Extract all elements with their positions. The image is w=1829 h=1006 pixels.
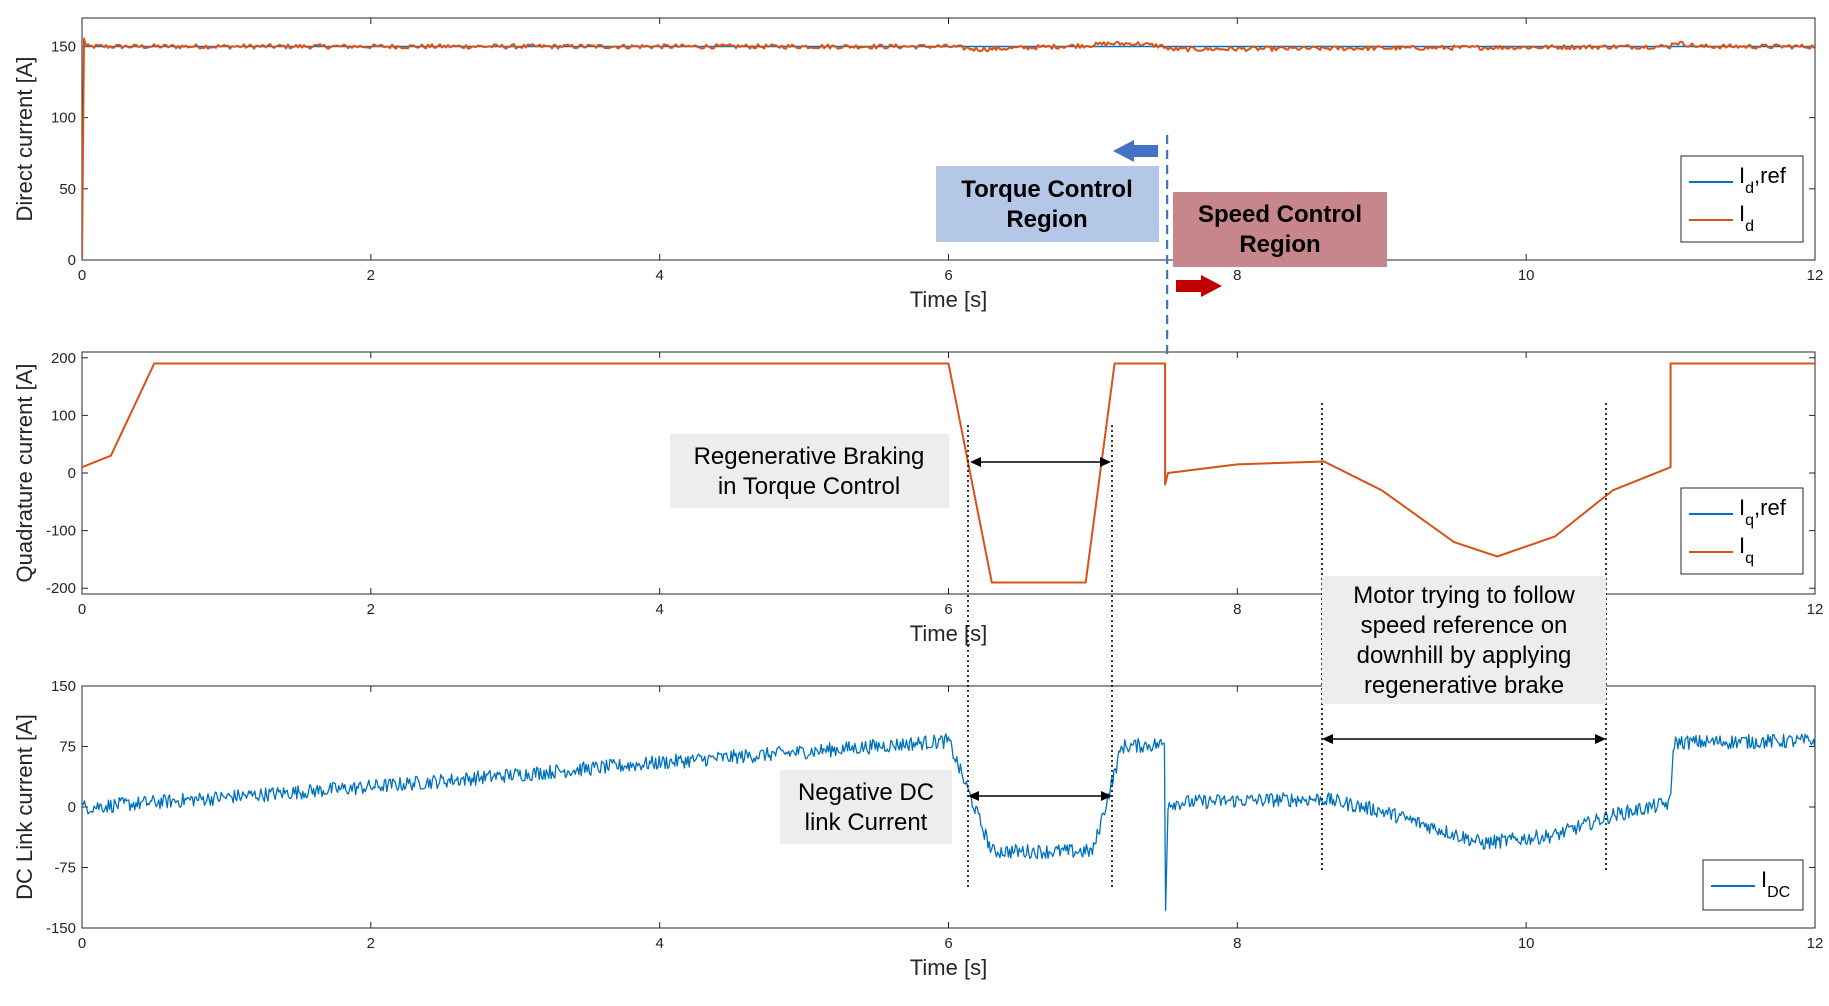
regen-torque-label: Regenerative Braking in Torque Control: [694, 443, 925, 500]
y-tick-label: -200: [46, 580, 76, 597]
x-tick-label: 0: [78, 935, 86, 952]
legend: IDC: [1702, 859, 1804, 911]
span-arrow-dc-head-left: [968, 791, 979, 801]
y-axis-label: Quadrature current [A]: [12, 364, 37, 583]
speed-region-box: [1173, 192, 1387, 267]
y-axis-label: DC Link current [A]: [12, 714, 37, 900]
x-tick-label: 2: [367, 601, 375, 618]
x-tick-label: 0: [78, 267, 86, 284]
torque-region-label: Torque Control Region: [961, 176, 1133, 233]
chart-panel-3: 0 2 4 6 8 10 12 -150 -75 0 75 150 Time [s] DC Link cu…: [12, 678, 1823, 980]
right-arrow-icon: [1176, 275, 1222, 297]
x-axis-label: Time [s]: [910, 621, 987, 646]
y-tick-label: 100: [51, 110, 76, 127]
legend: Iq,ref Iq: [1680, 487, 1804, 575]
series-line-q: [82, 362, 1815, 584]
x-axis-label: Time [s]: [910, 287, 987, 312]
left-arrow-icon: [1113, 140, 1158, 162]
y-tick-label: 0: [68, 465, 76, 482]
x-tick-label: 8: [1233, 267, 1241, 284]
series-line-DC: [82, 733, 1815, 911]
y-tick-label: -150: [46, 920, 76, 937]
note-box-regen: [670, 434, 949, 508]
legend-box: [1680, 155, 1804, 243]
x-tick-label: 8: [1233, 601, 1241, 618]
legend-label: Id: [1739, 201, 1754, 235]
legend-label: Id,ref: [1739, 163, 1787, 197]
legend: Id,ref Id: [1680, 155, 1804, 243]
negative-dc-label: Negative DC link Current: [798, 779, 934, 836]
y-tick-label: 150: [51, 38, 76, 55]
x-tick-label: 10: [1518, 267, 1535, 284]
y-tick-label: 50: [59, 181, 76, 198]
y-tick-label: 200: [51, 350, 76, 367]
span-arrow-downhill-head-left: [1322, 734, 1333, 744]
x-tick-label: 12: [1807, 267, 1824, 284]
x-axis-label: Time [s]: [910, 955, 987, 980]
speed-region-label: Speed Control Region: [1198, 201, 1362, 258]
span-arrow-downhill-head-right: [1595, 734, 1606, 744]
series-group: [82, 37, 1815, 260]
series-line-d: [82, 37, 1815, 260]
legend-box: [1680, 487, 1804, 575]
series-group: [82, 733, 1815, 911]
x-tick-label: 4: [655, 267, 663, 284]
y-tick-label: 75: [59, 739, 76, 756]
span-arrow-torque-head-left: [970, 457, 981, 467]
x-tick-label: 6: [944, 935, 952, 952]
y-tick-label: -100: [46, 523, 76, 540]
span-arrow-torque-head-right: [1100, 457, 1111, 467]
x-tick-label: 12: [1807, 601, 1824, 618]
x-tick-label: 2: [367, 935, 375, 952]
y-axis-label: Direct current [A]: [12, 56, 37, 221]
y-tick-label: 0: [68, 799, 76, 816]
note-box-downhill: [1322, 576, 1606, 704]
note-box-negative-dc: [780, 770, 952, 844]
x-tick-label: 4: [655, 601, 663, 618]
x-tick-label: 2: [367, 267, 375, 284]
span-arrow-dc-head-right: [1101, 791, 1112, 801]
x-tick-label: 6: [944, 267, 952, 284]
x-tick-label: 12: [1807, 935, 1824, 952]
series-group: [82, 362, 1815, 584]
y-tick-label: -75: [54, 860, 76, 877]
chart-panel-1: 0 2 4 6 8 10 12 0 50 100 150 Time [s] Direct current…: [12, 17, 1824, 312]
downhill-label: Motor trying to follow speed reference on…: [1353, 582, 1575, 699]
y-tick-label: 100: [51, 407, 76, 424]
y-tick-label: 0: [68, 252, 76, 269]
legend-label: IDC: [1761, 867, 1790, 901]
legend-label: Iq,ref: [1739, 495, 1787, 529]
x-tick-label: 0: [78, 601, 86, 618]
torque-region-box: [936, 166, 1159, 242]
x-tick-label: 6: [944, 601, 952, 618]
legend-label: Iq: [1739, 533, 1754, 567]
x-tick-label: 8: [1233, 935, 1241, 952]
y-tick-label: 150: [51, 678, 76, 695]
annotations: Torque Control Region Speed Control Region R…: [670, 135, 1607, 890]
x-tick-label: 4: [655, 935, 663, 952]
x-tick-label: 10: [1518, 935, 1535, 952]
